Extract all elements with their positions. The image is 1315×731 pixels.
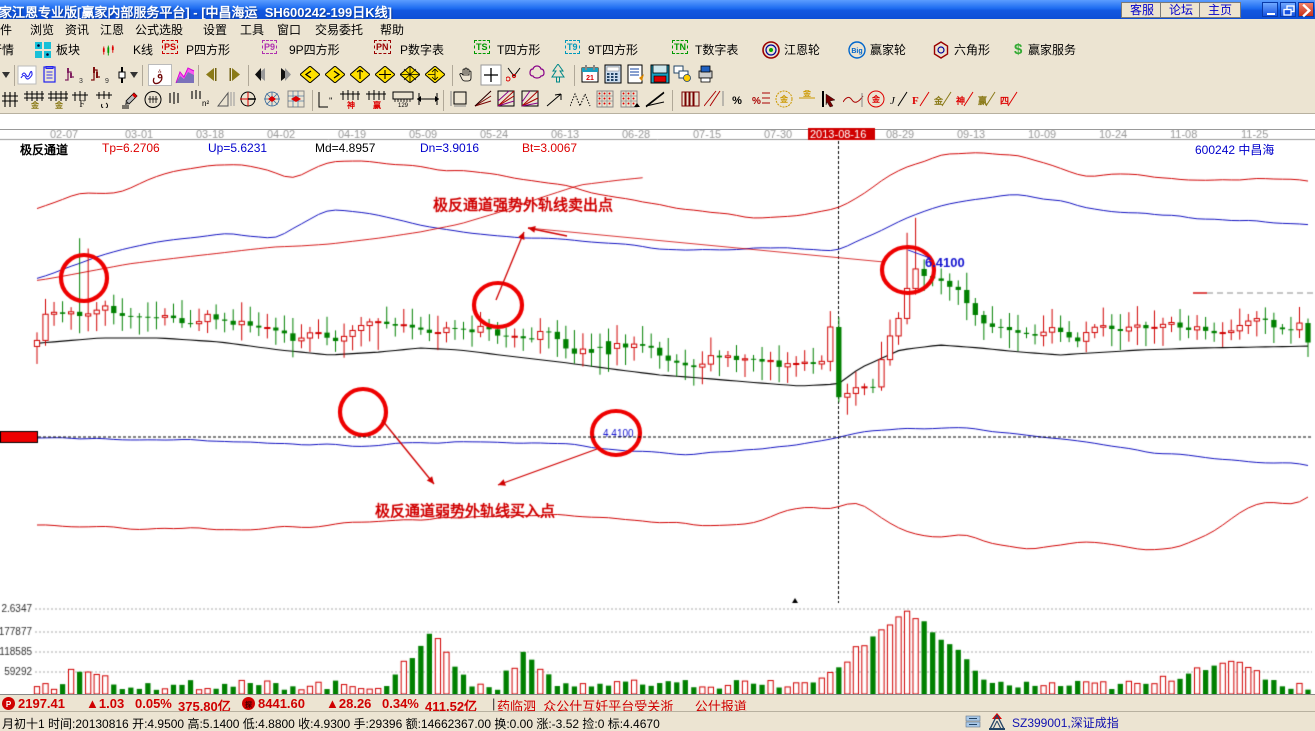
svg-text:P: P [6, 700, 12, 709]
svg-text:探: 探 [245, 700, 253, 709]
